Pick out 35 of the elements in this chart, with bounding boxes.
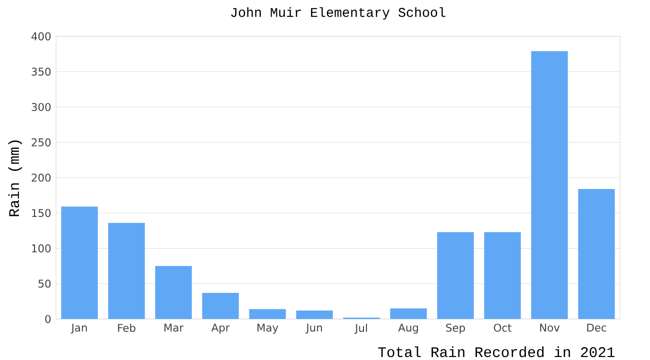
bar	[202, 292, 239, 319]
bar	[437, 232, 474, 319]
bar	[296, 310, 333, 319]
chart-title: John Muir Elementary School	[231, 7, 446, 20]
x-tick-label: Mar	[164, 324, 184, 332]
x-tick-label: Apr	[211, 324, 230, 334]
y-tick-label: 0	[45, 314, 51, 324]
y-tick-label: 150	[32, 208, 51, 218]
x-tick-label: May	[258, 324, 278, 334]
y-tick-label: 50	[38, 280, 51, 288]
bar	[155, 266, 192, 319]
x-tick-label: Jul	[354, 324, 367, 334]
y-tick-label: 400	[31, 32, 51, 40]
y-axis-title: Rain (mm)	[8, 140, 22, 216]
x-tick-label: Jan	[70, 324, 87, 334]
x-tick-label: Sep	[446, 324, 465, 334]
x-tick-label: Feb	[118, 324, 136, 332]
bar	[484, 232, 521, 319]
bar	[390, 308, 427, 319]
x-axis-title: Total Rain Recorded in 2021	[378, 346, 615, 358]
y-tick-label: 100	[32, 244, 51, 252]
x-tick-label: Jun	[306, 324, 322, 334]
y-tick-label: 350	[32, 68, 51, 76]
x-tick-label: Aug	[398, 324, 418, 334]
y-tick-label: 200	[32, 174, 51, 182]
bar	[578, 188, 615, 319]
x-tick-label: Oct	[494, 324, 512, 332]
bar	[531, 51, 568, 319]
bar	[249, 309, 286, 319]
y-tick-label: 300	[32, 102, 51, 112]
y-tick-label: 250	[32, 138, 51, 146]
x-tick-label: Nov	[540, 324, 560, 332]
bar	[108, 222, 145, 319]
bar	[61, 206, 98, 319]
x-tick-label: Dec	[587, 324, 606, 332]
